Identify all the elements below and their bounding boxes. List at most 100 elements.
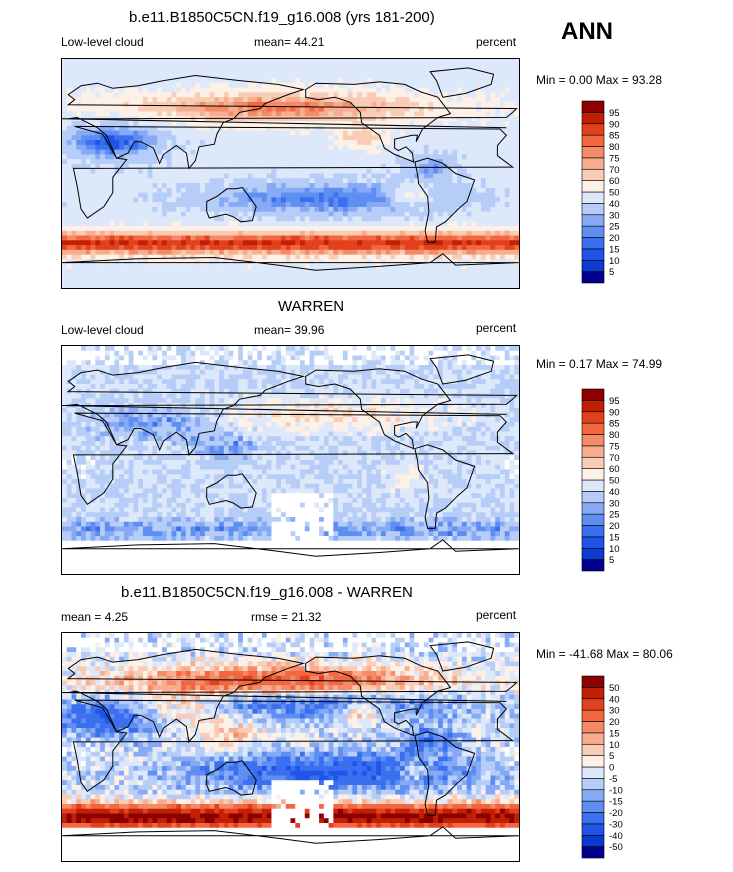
field-cell	[190, 106, 196, 113]
field-cell	[266, 82, 273, 89]
field-cell	[142, 63, 149, 70]
field-cell	[509, 130, 515, 136]
field-cell	[247, 82, 254, 89]
field-cell	[219, 268, 225, 275]
field-cell	[161, 211, 168, 218]
field-cell	[447, 240, 453, 246]
field-cell	[181, 346, 187, 352]
field-cell	[171, 350, 177, 357]
field-cell	[285, 346, 292, 352]
field-cell	[114, 360, 120, 366]
field-cell	[233, 73, 239, 79]
field-cell	[195, 111, 201, 117]
field-cell	[195, 283, 201, 288]
field-cell	[85, 154, 92, 160]
field-cell	[442, 101, 449, 108]
field-cell	[81, 268, 87, 275]
field-cell	[438, 235, 444, 241]
field-cell	[85, 264, 92, 270]
field-cell	[509, 350, 515, 357]
field-cell	[480, 221, 487, 227]
field-cell	[109, 125, 115, 132]
field-cell	[85, 149, 92, 156]
field-cell	[414, 235, 420, 241]
field-cell	[504, 225, 511, 232]
field-cell	[204, 249, 211, 256]
field-cell	[347, 63, 353, 70]
field-cell	[457, 149, 463, 156]
field-cell	[309, 216, 315, 222]
field-cell	[438, 254, 444, 260]
field-cell	[452, 355, 458, 361]
field-cell	[328, 221, 334, 227]
field-cell	[261, 197, 268, 203]
field-cell	[476, 235, 482, 241]
field-cell	[352, 225, 358, 232]
field-cell	[442, 202, 449, 208]
field-cell	[452, 283, 458, 288]
field-cell	[314, 192, 320, 198]
field-cell	[333, 259, 339, 265]
field-cell	[452, 154, 458, 160]
field-cell	[352, 197, 358, 203]
field-cell	[447, 230, 453, 237]
field-cell	[119, 87, 125, 93]
field-cell	[247, 97, 254, 103]
field-cell	[328, 273, 334, 280]
field-cell	[271, 187, 277, 194]
field-cell	[128, 245, 135, 251]
field-cell	[214, 106, 220, 113]
field-cell	[457, 221, 463, 227]
field-cell	[495, 97, 501, 103]
field-cell	[242, 87, 249, 93]
field-cell	[119, 173, 125, 179]
field-cell	[476, 259, 482, 265]
field-cell	[304, 283, 311, 288]
field-cell	[176, 106, 182, 113]
field-cell	[233, 245, 239, 251]
field-cell	[219, 202, 225, 208]
field-cell	[290, 211, 296, 218]
field-cell	[119, 97, 125, 103]
field-cell	[347, 68, 353, 74]
field-cell	[276, 268, 282, 275]
field-cell	[85, 240, 92, 246]
field-cell	[347, 173, 353, 179]
field-cell	[128, 240, 135, 246]
field-cell	[366, 140, 373, 146]
field-cell	[95, 230, 101, 237]
field-cell	[433, 206, 439, 213]
field-cell	[361, 92, 368, 98]
field-cell	[109, 73, 115, 79]
field-cell	[457, 187, 463, 194]
field-cell	[223, 125, 230, 132]
field-cell	[323, 355, 330, 361]
field-cell	[242, 92, 249, 98]
field-cell	[95, 149, 101, 156]
field-cell	[100, 78, 106, 84]
field-cell	[447, 168, 453, 175]
field-cell	[457, 73, 463, 79]
field-cell	[195, 206, 201, 213]
field-cell	[433, 59, 439, 65]
field-cell	[257, 192, 263, 198]
field-cell	[104, 211, 111, 218]
field-cell	[114, 178, 120, 184]
field-cell	[185, 230, 192, 237]
field-cell	[376, 183, 382, 189]
field-cell	[390, 230, 396, 237]
field-cell	[261, 206, 268, 213]
field-cell	[200, 135, 206, 141]
field-cell	[504, 202, 511, 208]
field-cell	[195, 59, 201, 65]
field-cell	[242, 221, 249, 227]
field-cell	[114, 206, 120, 213]
field-cell	[338, 202, 344, 208]
field-cell	[171, 254, 177, 260]
field-cell	[128, 360, 135, 366]
field-cell	[157, 230, 163, 237]
field-cell	[499, 211, 506, 218]
field-cell	[300, 254, 306, 260]
field-cell	[328, 254, 334, 260]
field-cell	[395, 149, 401, 156]
